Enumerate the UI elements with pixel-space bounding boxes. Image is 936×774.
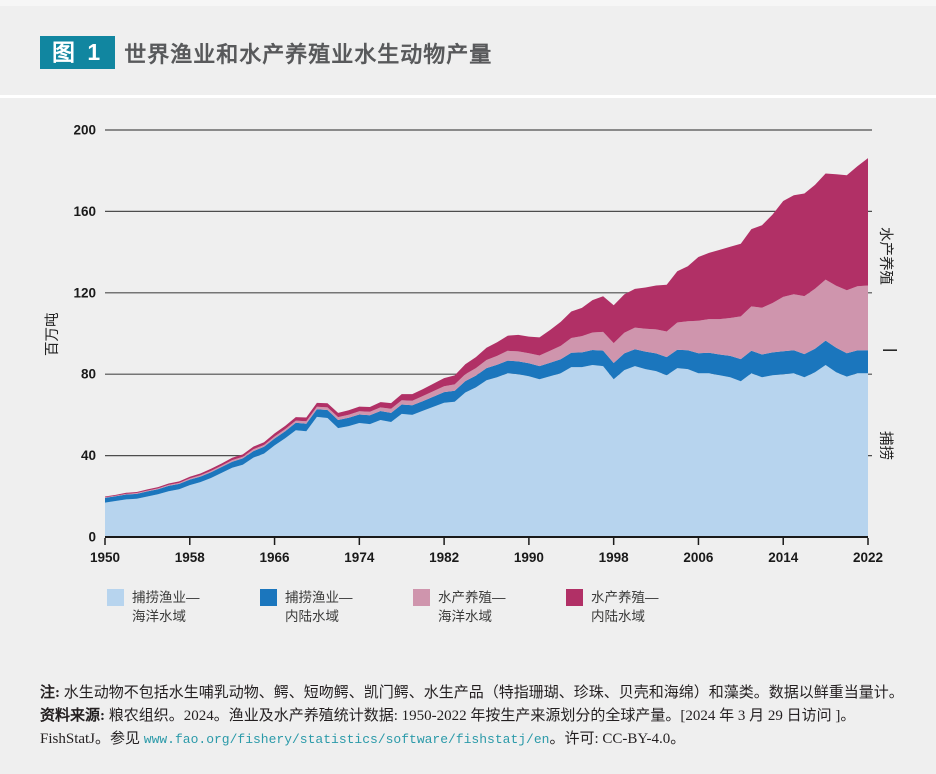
legend-label: 捕捞渔业— 内陆水域 [285,588,353,626]
legend-label-line2: 海洋水域 [132,609,186,624]
right-label-aquaculture: 水产养殖 [877,227,893,285]
legend-label-line1: 捕捞渔业— [285,590,353,605]
legend-label: 捕捞渔业— 海洋水域 [132,588,200,626]
right-label-capture: 捕捞 [877,431,893,460]
area-series-1 [105,365,868,537]
link-suffix: 。许可: CC-BY-4.0。 [549,731,686,747]
figure-title: 世界渔业和水产养殖业水生动物产量 [124,41,493,67]
fishstatj-link[interactable]: www.fao.org/fishery/statistics/software/… [143,732,550,747]
y-tick-label: 160 [73,204,96,219]
legend-label-line2: 内陆水域 [591,609,645,624]
x-tick-label: 2022 [853,550,883,565]
x-tick-label: 1974 [344,550,375,565]
y-tick-label: 120 [73,285,96,300]
area-series-2 [105,340,868,503]
x-tick-label: 1958 [175,550,206,565]
source-text: 粮农组织。2024。渔业及水产养殖统计数据: 1950-2022 年按生产来源划… [108,708,856,724]
footnote-source: 资料来源: 粮农组织。2024。渔业及水产养殖统计数据: 1950-2022 年… [40,705,906,728]
figure-number-badge: 图 1 [40,36,116,69]
legend-swatch-icon [107,589,124,606]
legend-item-4: 水产养殖— 内陆水域 [566,588,659,626]
source-label: 资料来源: [40,708,105,724]
legend-item-2: 捕捞渔业— 内陆水域 [260,588,353,626]
figure-header: 图 1 世界渔业和水产养殖业水生动物产量 [40,36,492,69]
footnote-link-line: FishStatJ。参见 www.fao.org/fishery/statist… [40,728,906,751]
legend-swatch-icon [260,589,277,606]
x-tick-label: 1982 [429,550,459,565]
footnote-note: 注: 水生动物不包括水生哺乳动物、鳄、短吻鳄、凯门鳄、水生产品（特指珊瑚、珍珠、… [40,682,906,705]
x-tick-label: 2006 [683,550,714,565]
legend-item-1: 捕捞渔业— 海洋水域 [107,588,200,626]
y-tick-label: 40 [81,448,96,463]
x-tick-label: 1990 [514,550,544,565]
note-label: 注: [40,685,60,701]
legend-label-line1: 水产养殖— [591,590,659,605]
x-tick-label: 1966 [260,550,291,565]
x-tick-label: 1950 [90,550,120,565]
legend-swatch-icon [413,589,430,606]
legend-label-line1: 捕捞渔业— [132,590,200,605]
top-strip [0,0,936,6]
legend-label: 水产养殖— 海洋水域 [438,588,506,626]
note-text: 水生动物不包括水生哺乳动物、鳄、短吻鳄、凯门鳄、水生产品（特指珊瑚、珍珠、贝壳和… [63,685,904,701]
stacked-area-chart: 0 40 80 120 160 200 1950 1958 1966 1974 1982 1990 19… [73,123,897,565]
legend-label-line1: 水产养殖— [438,590,506,605]
y-tick-label: 0 [88,530,96,545]
x-tick-label: 1998 [599,550,630,565]
y-tick-label: 200 [73,123,96,138]
x-tick-label: 2014 [768,550,799,565]
legend-label: 水产养殖— 内陆水域 [591,588,659,626]
header-divider [0,95,936,98]
y-axis-title: 百万吨 [45,312,61,357]
legend-label-line2: 内陆水域 [285,609,339,624]
legend-item-3: 水产养殖— 海洋水域 [413,588,506,626]
link-prefix: FishStatJ。参见 [40,731,144,747]
area-series-3 [105,279,868,498]
legend-label-line2: 海洋水域 [438,609,492,624]
footnote: 注: 水生动物不包括水生哺乳动物、鳄、短吻鳄、凯门鳄、水生产品（特指珊瑚、珍珠、… [40,682,906,751]
legend-swatch-icon [566,589,583,606]
y-tick-label: 80 [81,367,96,382]
